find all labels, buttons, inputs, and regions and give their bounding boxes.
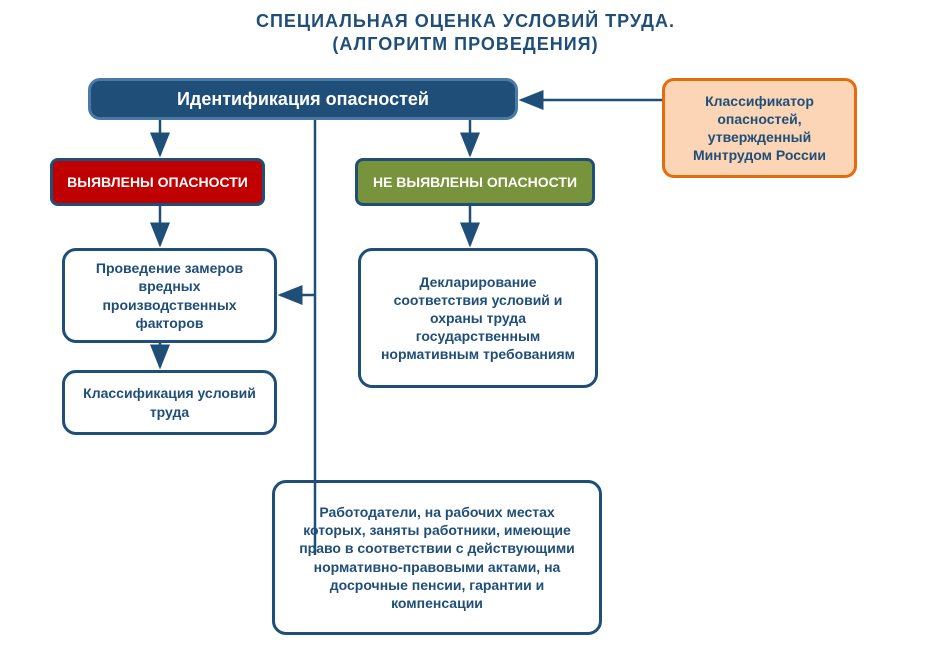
node-classification-text: Классификация условий труда bbox=[77, 384, 262, 420]
title-line1: СПЕЦИАЛЬНАЯ ОЦЕНКА УСЛОВИЙ ТРУДА. bbox=[256, 11, 675, 31]
node-hazards-found: ВЫЯВЛЕНЫ ОПАСНОСТИ bbox=[50, 158, 265, 206]
node-classification: Классификация условий труда bbox=[62, 370, 277, 435]
node-hazards-not-found-text: НЕ ВЫЯВЛЕНЫ ОПАСНОСТИ bbox=[373, 174, 577, 190]
node-main: Идентификация опасностей bbox=[88, 78, 518, 120]
node-measurements-text: Проведение замеров вредных производствен… bbox=[77, 259, 262, 332]
node-classifier: Классификатор опасностей, утвержденный М… bbox=[662, 78, 857, 178]
node-hazards-found-text: ВЫЯВЛЕНЫ ОПАСНОСТИ bbox=[67, 174, 248, 190]
node-main-text: Идентификация опасностей bbox=[177, 89, 429, 110]
node-classifier-text: Классификатор опасностей, утвержденный М… bbox=[677, 92, 842, 165]
diagram-title: СПЕЦИАЛЬНАЯ ОЦЕНКА УСЛОВИЙ ТРУДА. (АЛГОР… bbox=[0, 0, 931, 57]
node-hazards-not-found: НЕ ВЫЯВЛЕНЫ ОПАСНОСТИ bbox=[355, 158, 595, 206]
node-declaration: Декларирование соответствия условий и ох… bbox=[358, 248, 598, 388]
title-line2: (АЛГОРИТМ ПРОВЕДЕНИЯ) bbox=[332, 34, 598, 54]
node-measurements: Проведение замеров вредных производствен… bbox=[62, 248, 277, 343]
node-employers: Работодатели, на рабочих местах которых,… bbox=[272, 480, 602, 635]
node-employers-text: Работодатели, на рабочих местах которых,… bbox=[287, 503, 587, 612]
node-declaration-text: Декларирование соответствия условий и ох… bbox=[373, 273, 583, 364]
